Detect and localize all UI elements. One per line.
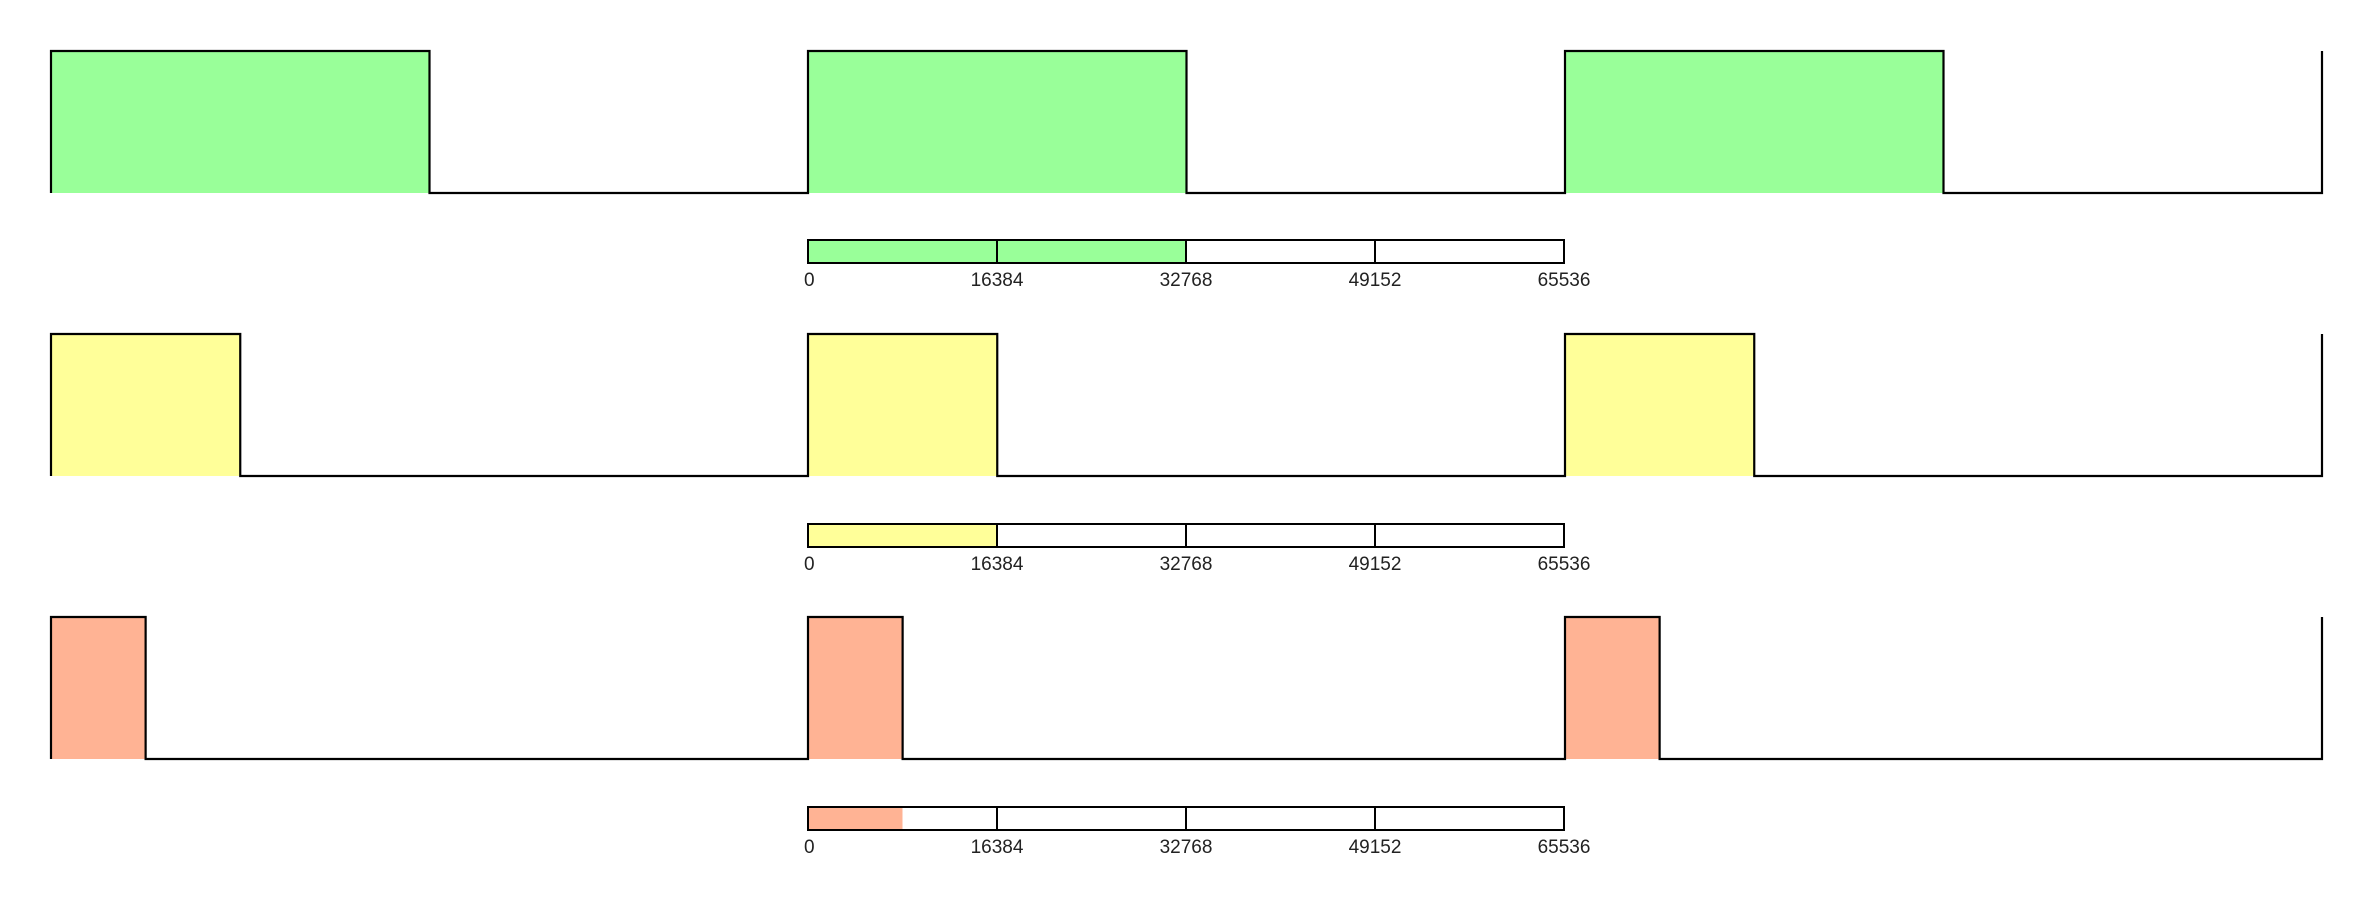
tick-label-32768: 32768 — [1160, 837, 1213, 858]
high-fills — [51, 51, 1944, 193]
high-pulse — [808, 51, 1187, 193]
scale-ticks — [996, 524, 1376, 547]
pwm-waveform-2 — [49, 332, 2324, 478]
high-pulse — [1565, 334, 1755, 476]
high-fills — [51, 334, 1755, 476]
high-pulse — [51, 51, 430, 193]
tick-label-49152: 49152 — [1349, 837, 1402, 858]
scale-ticks — [996, 240, 1376, 263]
signal-row-3: 0 16384 32768 49152 65536 — [49, 615, 2324, 858]
tick-label-65536: 65536 — [1538, 554, 1591, 575]
high-pulse — [51, 334, 241, 476]
duty-scale-2: 0 16384 32768 49152 65536 — [804, 523, 1591, 575]
duty-scale-1: 0 16384 32768 49152 65536 — [804, 239, 1591, 291]
high-pulse — [51, 617, 146, 759]
duty-scale-3: 0 16384 32768 49152 65536 — [804, 806, 1591, 858]
pwm-waveform-3 — [49, 615, 2324, 761]
tick-label-32768: 32768 — [1160, 554, 1213, 575]
high-pulse — [1565, 51, 1944, 193]
tick-label-16384: 16384 — [971, 837, 1024, 858]
signal-row-2: 0 16384 32768 49152 65536 — [49, 332, 2324, 575]
tick-label-0: 0 — [804, 270, 815, 291]
tick-label-0: 0 — [804, 837, 815, 858]
duty-fill-bar — [808, 807, 903, 830]
tick-label-49152: 49152 — [1349, 270, 1402, 291]
tick-label-32768: 32768 — [1160, 270, 1213, 291]
tick-label-16384: 16384 — [971, 270, 1024, 291]
tick-label-65536: 65536 — [1538, 837, 1591, 858]
scale-ticks — [996, 807, 1376, 830]
tick-label-16384: 16384 — [971, 554, 1024, 575]
high-pulse — [808, 334, 998, 476]
high-pulse — [808, 617, 903, 759]
pwm-waveform-1 — [49, 49, 2324, 195]
high-pulse — [1565, 617, 1660, 759]
high-fills — [51, 617, 1660, 759]
signal-row-1: 0 16384 32768 49152 65536 — [49, 49, 2324, 291]
tick-label-49152: 49152 — [1349, 554, 1402, 575]
duty-fill-bar — [808, 524, 997, 547]
tick-label-65536: 65536 — [1538, 270, 1591, 291]
tick-label-0: 0 — [804, 554, 815, 575]
